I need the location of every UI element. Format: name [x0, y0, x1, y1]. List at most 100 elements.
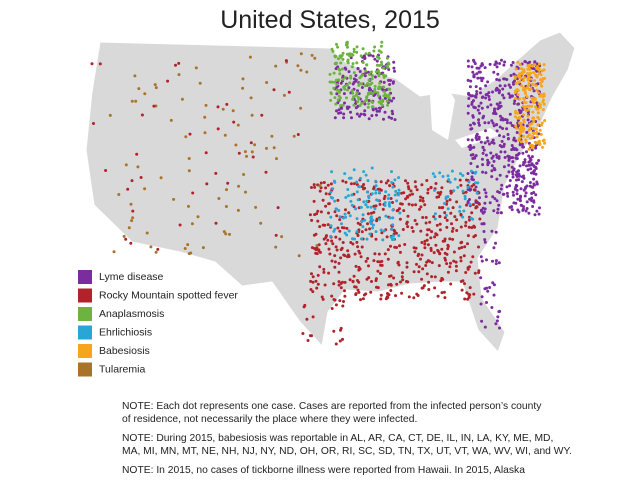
case-dot [379, 50, 383, 54]
case-dot [359, 255, 363, 259]
case-dot [531, 134, 535, 138]
case-dot [521, 104, 525, 108]
case-dot [522, 76, 526, 80]
case-dot [488, 62, 492, 66]
case-dot [474, 185, 478, 189]
case-dot [526, 114, 530, 118]
case-dot [406, 225, 410, 229]
case-dot [533, 97, 537, 101]
note-line: NOTE: During 2015, babesiosis was report… [122, 433, 554, 444]
case-dot [347, 211, 351, 215]
case-dot [466, 267, 470, 271]
case-dot [362, 200, 366, 204]
case-dot [525, 86, 529, 90]
case-dot [336, 98, 340, 102]
case-dot [309, 279, 313, 283]
case-dot [351, 279, 355, 283]
case-dot [308, 334, 312, 338]
case-dot [363, 109, 367, 113]
case-dot [474, 85, 478, 89]
case-dot [412, 270, 416, 274]
case-dot [461, 189, 465, 193]
case-dot [413, 250, 417, 254]
case-dot [222, 230, 226, 234]
case-dot [490, 119, 494, 123]
case-dot [409, 189, 413, 193]
case-dot [343, 101, 346, 105]
case-dot [400, 275, 404, 279]
case-dot [234, 143, 238, 147]
case-dot [315, 244, 319, 247]
case-dot [487, 95, 491, 98]
case-dot [364, 69, 368, 73]
case-dot [322, 267, 326, 271]
case-dot [371, 54, 375, 58]
case-dot [333, 116, 337, 120]
case-dot [459, 280, 463, 283]
case-dot [348, 278, 352, 282]
case-dot [514, 156, 518, 160]
case-dot [365, 63, 369, 67]
case-dot [460, 246, 464, 249]
case-dot [535, 209, 539, 213]
case-dot [292, 134, 296, 138]
case-dot [525, 200, 529, 204]
case-dot [494, 153, 498, 157]
case-dot [356, 234, 360, 237]
case-dot [493, 63, 497, 67]
case-dot [250, 150, 254, 154]
case-dot [536, 123, 540, 127]
case-dot [480, 319, 484, 323]
case-dot [513, 99, 517, 103]
case-dot [342, 253, 346, 257]
case-dot [329, 215, 333, 219]
case-dot [437, 264, 441, 268]
case-dot [326, 183, 330, 187]
case-dot [140, 113, 144, 117]
case-dot [523, 60, 527, 63]
case-dot [448, 265, 452, 269]
case-dot [392, 96, 396, 100]
case-dot [362, 170, 366, 174]
case-dot [143, 187, 147, 191]
case-dot [376, 260, 380, 264]
case-dot [357, 265, 361, 269]
case-dot [492, 159, 496, 163]
case-dot [349, 56, 353, 60]
case-dot [134, 99, 138, 103]
note: NOTE: During 2015, babesiosis was report… [122, 432, 632, 458]
case-dot [432, 215, 436, 219]
case-dot [506, 194, 510, 198]
case-dot [137, 87, 141, 91]
case-dot [524, 140, 528, 144]
case-dot [184, 135, 188, 139]
case-dot [385, 56, 389, 60]
case-dot [467, 97, 471, 100]
case-dot [330, 239, 334, 243]
case-dot [494, 322, 498, 326]
case-dot [522, 100, 526, 104]
case-dot [334, 78, 338, 82]
case-dot [477, 123, 481, 127]
case-dot [492, 109, 496, 113]
case-dot [425, 179, 429, 182]
case-dot [323, 223, 327, 227]
case-dot [363, 186, 367, 190]
case-dot [455, 218, 459, 222]
case-dot [378, 187, 382, 191]
case-dot [491, 281, 495, 285]
case-dot [98, 62, 102, 66]
case-dot [542, 68, 546, 72]
case-dot [339, 104, 343, 107]
case-dot [378, 202, 382, 206]
case-dot [188, 132, 192, 136]
case-dot [522, 70, 526, 74]
case-dot [341, 103, 345, 107]
case-dot [433, 188, 436, 192]
legend-label: Anaplasmosis [99, 308, 164, 320]
case-dot [492, 209, 496, 213]
case-dot [345, 43, 349, 46]
case-dot [405, 195, 409, 198]
case-dot [489, 151, 493, 155]
case-dot [352, 274, 356, 278]
